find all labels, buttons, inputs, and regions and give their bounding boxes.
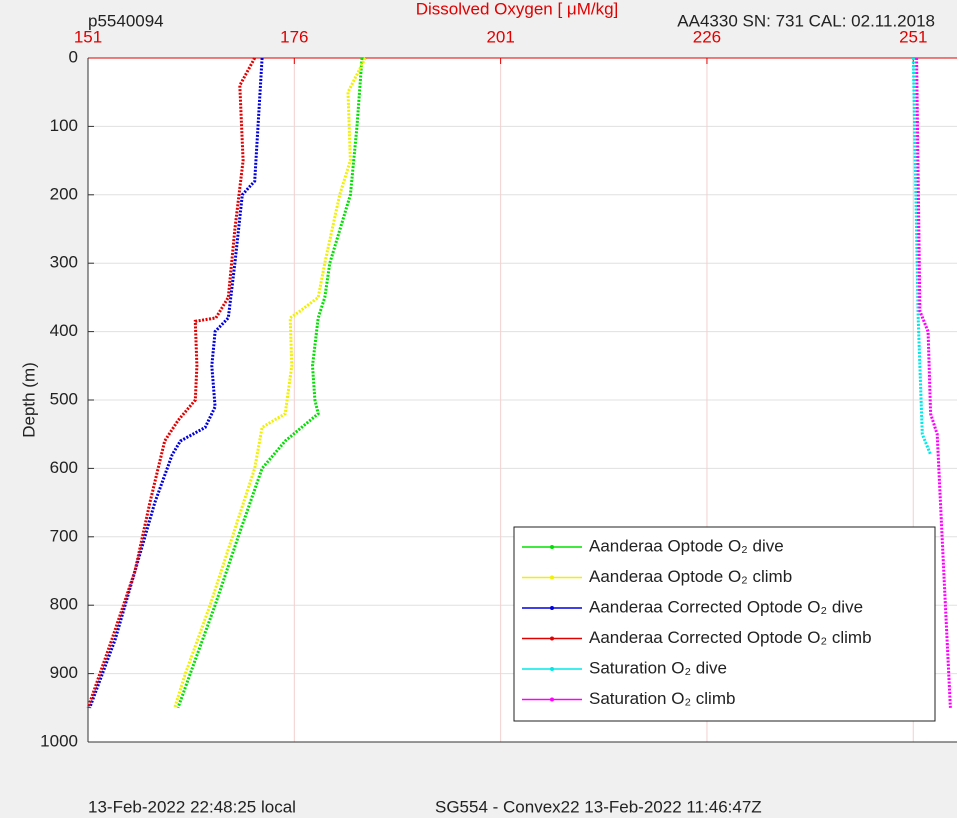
y-tick-label: 100 <box>50 116 78 135</box>
series-line <box>88 57 264 709</box>
y-tick-label: 200 <box>50 184 78 203</box>
y-tick-label: 800 <box>50 595 78 614</box>
legend-label: Saturation O₂ dive <box>589 658 727 677</box>
legend-label: Aanderaa Optode O₂ dive <box>589 536 784 555</box>
annotation: SG554 - Convex22 13-Feb-2022 11:46:47Z <box>435 797 762 816</box>
legend-label: Saturation O₂ climb <box>589 689 735 708</box>
legend-box <box>513 526 936 722</box>
legend-marker <box>550 667 554 671</box>
y-axis-label: Depth (m) <box>19 362 38 438</box>
series-line <box>915 57 952 708</box>
x-tick-label: 226 <box>693 27 721 46</box>
legend-marker <box>550 636 554 641</box>
x-tick-label: 251 <box>899 27 927 46</box>
y-tick-label: 300 <box>50 253 78 272</box>
series-line <box>176 57 364 709</box>
y-tick-label: 500 <box>50 389 78 408</box>
annotation: p5540094 <box>88 11 164 30</box>
legend-label: Aanderaa Corrected Optode O₂ dive <box>589 597 863 616</box>
y-tick-label: 900 <box>50 663 78 682</box>
legend-marker <box>550 575 554 580</box>
y-tick-label: 400 <box>50 321 78 340</box>
x-tick-label: 176 <box>280 27 308 46</box>
series-line <box>86 57 257 709</box>
x-tick-label: 151 <box>74 27 102 46</box>
x-tick-label: 201 <box>486 27 514 46</box>
annotation: 13-Feb-2022 22:48:25 local <box>88 797 296 816</box>
y-tick-label: 1000 <box>40 731 78 750</box>
annotation: AA4330 SN: 731 CAL: 02.11.2018 <box>677 11 935 30</box>
legend-label: Aanderaa Corrected Optode O₂ climb <box>589 628 872 647</box>
y-tick-label: 700 <box>50 526 78 545</box>
series-line <box>911 57 932 456</box>
y-tick-label: 600 <box>50 458 78 477</box>
legend-marker <box>550 606 554 610</box>
y-tick-label: 0 <box>69 47 78 66</box>
series-line <box>173 57 367 709</box>
legend-label: Aanderaa Optode O₂ climb <box>589 567 792 586</box>
legend-marker <box>550 545 554 549</box>
chart-title: Dissolved Oxygen [ μM/kg] <box>416 0 619 18</box>
legend-marker <box>550 697 554 702</box>
